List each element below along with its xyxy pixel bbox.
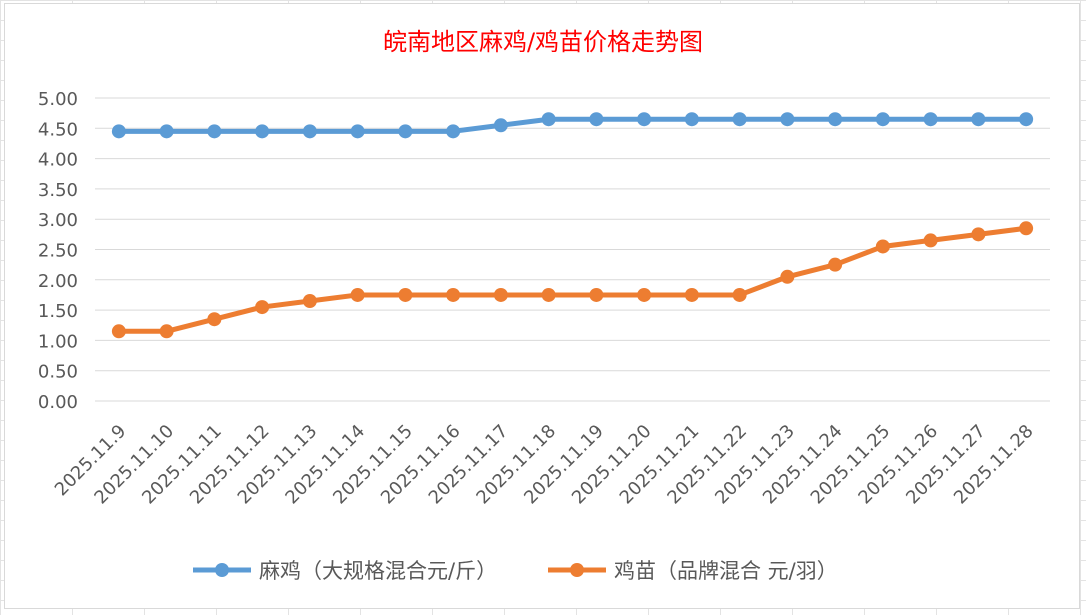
data-point[interactable] <box>541 287 556 302</box>
legend-item[interactable]: 麻鸡（大规格混合元/斤） <box>193 559 497 583</box>
data-point[interactable] <box>875 239 890 254</box>
data-point[interactable] <box>446 124 461 139</box>
series-line[interactable] <box>116 225 1029 334</box>
data-point[interactable] <box>971 227 986 242</box>
legend-point-marker <box>215 563 229 577</box>
data-point[interactable] <box>637 112 652 127</box>
y-tick-label: 3.00 <box>38 210 78 231</box>
chart-area[interactable] <box>4 3 1080 609</box>
data-point[interactable] <box>493 118 508 133</box>
data-point[interactable] <box>207 312 222 327</box>
data-point[interactable] <box>589 287 604 302</box>
data-point[interactable] <box>207 124 222 139</box>
legend-label: 鸡苗（品牌混合 元/羽） <box>614 559 838 583</box>
legend-label: 麻鸡（大规格混合元/斤） <box>259 559 497 583</box>
chart-legend: 麻鸡（大规格混合元/斤） 鸡苗（品牌混合 元/羽） <box>193 559 838 583</box>
y-tick-label: 0.00 <box>38 392 78 413</box>
y-tick-label: 0.50 <box>38 362 78 383</box>
data-point[interactable] <box>923 233 938 248</box>
y-tick-label: 3.50 <box>38 180 78 201</box>
data-point[interactable] <box>446 287 461 302</box>
data-point[interactable] <box>302 294 317 309</box>
data-point[interactable] <box>111 324 126 339</box>
data-point[interactable] <box>923 112 938 127</box>
data-point[interactable] <box>302 124 317 139</box>
legend-item[interactable]: 鸡苗（品牌混合 元/羽） <box>548 559 838 583</box>
y-tick-label: 4.00 <box>38 150 78 171</box>
y-tick-label: 1.50 <box>38 301 78 322</box>
chart-title: 皖南地区麻鸡/鸡苗价格走势图 <box>383 28 703 56</box>
data-point[interactable] <box>1019 221 1034 236</box>
series-1[interactable] <box>111 112 1034 139</box>
y-tick-label: 2.50 <box>38 241 78 262</box>
data-point[interactable] <box>684 112 699 127</box>
data-point[interactable] <box>493 287 508 302</box>
data-point[interactable] <box>828 257 843 272</box>
data-point[interactable] <box>732 112 747 127</box>
data-point[interactable] <box>684 287 699 302</box>
data-point[interactable] <box>255 124 270 139</box>
data-point[interactable] <box>159 124 174 139</box>
data-point[interactable] <box>350 287 365 302</box>
data-point[interactable] <box>732 287 747 302</box>
data-point[interactable] <box>875 112 890 127</box>
series-line[interactable] <box>116 116 1029 134</box>
data-point[interactable] <box>780 269 795 284</box>
data-point[interactable] <box>1019 112 1034 127</box>
y-tick-label: 5.00 <box>38 89 78 110</box>
y-tick-label: 2.00 <box>38 271 78 292</box>
data-point[interactable] <box>780 112 795 127</box>
data-point[interactable] <box>350 124 365 139</box>
legend-point-marker <box>570 563 584 577</box>
data-point[interactable] <box>159 324 174 339</box>
series-2[interactable] <box>111 221 1034 339</box>
data-point[interactable] <box>255 300 270 315</box>
data-point[interactable] <box>637 287 652 302</box>
data-point[interactable] <box>541 112 556 127</box>
data-point[interactable] <box>828 112 843 127</box>
y-tick-label: 4.50 <box>38 119 78 140</box>
data-point[interactable] <box>111 124 126 139</box>
data-point[interactable] <box>589 112 604 127</box>
data-point[interactable] <box>398 287 413 302</box>
data-point[interactable] <box>971 112 986 127</box>
y-tick-label: 1.00 <box>38 331 78 352</box>
data-point[interactable] <box>398 124 413 139</box>
